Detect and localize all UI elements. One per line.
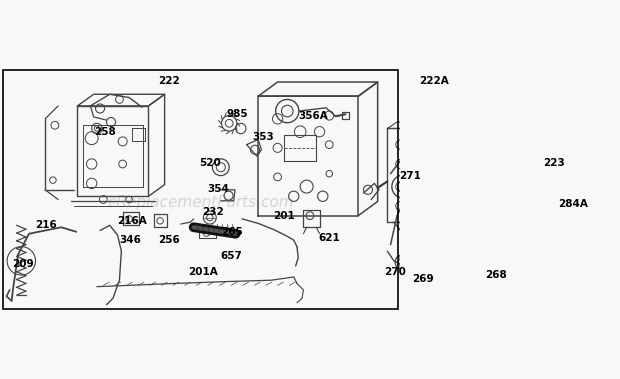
Text: 268: 268 bbox=[485, 270, 507, 280]
Text: 353: 353 bbox=[252, 132, 274, 142]
Text: 216A: 216A bbox=[117, 216, 147, 226]
Text: 346: 346 bbox=[120, 235, 141, 245]
Text: 258: 258 bbox=[94, 127, 116, 137]
Text: 201: 201 bbox=[273, 211, 295, 221]
Text: 271: 271 bbox=[399, 171, 421, 181]
Text: 354: 354 bbox=[207, 183, 229, 194]
Text: eReplacementParts.com: eReplacementParts.com bbox=[107, 195, 293, 210]
Text: 621: 621 bbox=[318, 233, 340, 243]
Text: 216: 216 bbox=[35, 220, 58, 230]
Text: 201A: 201A bbox=[188, 268, 218, 277]
Text: 222A: 222A bbox=[419, 76, 449, 86]
Text: 256: 256 bbox=[158, 235, 180, 245]
Text: 356A: 356A bbox=[298, 111, 328, 121]
Text: 223: 223 bbox=[543, 158, 565, 168]
Text: 265: 265 bbox=[221, 227, 243, 237]
Text: 270: 270 bbox=[384, 268, 406, 277]
Text: 209: 209 bbox=[12, 259, 33, 269]
Text: 269: 269 bbox=[412, 274, 433, 284]
Text: 222: 222 bbox=[158, 76, 180, 86]
Text: 657: 657 bbox=[220, 251, 242, 261]
Text: 284A: 284A bbox=[559, 199, 588, 209]
Text: 232: 232 bbox=[202, 207, 224, 218]
Text: 985: 985 bbox=[227, 109, 249, 119]
Text: 520: 520 bbox=[199, 158, 221, 168]
